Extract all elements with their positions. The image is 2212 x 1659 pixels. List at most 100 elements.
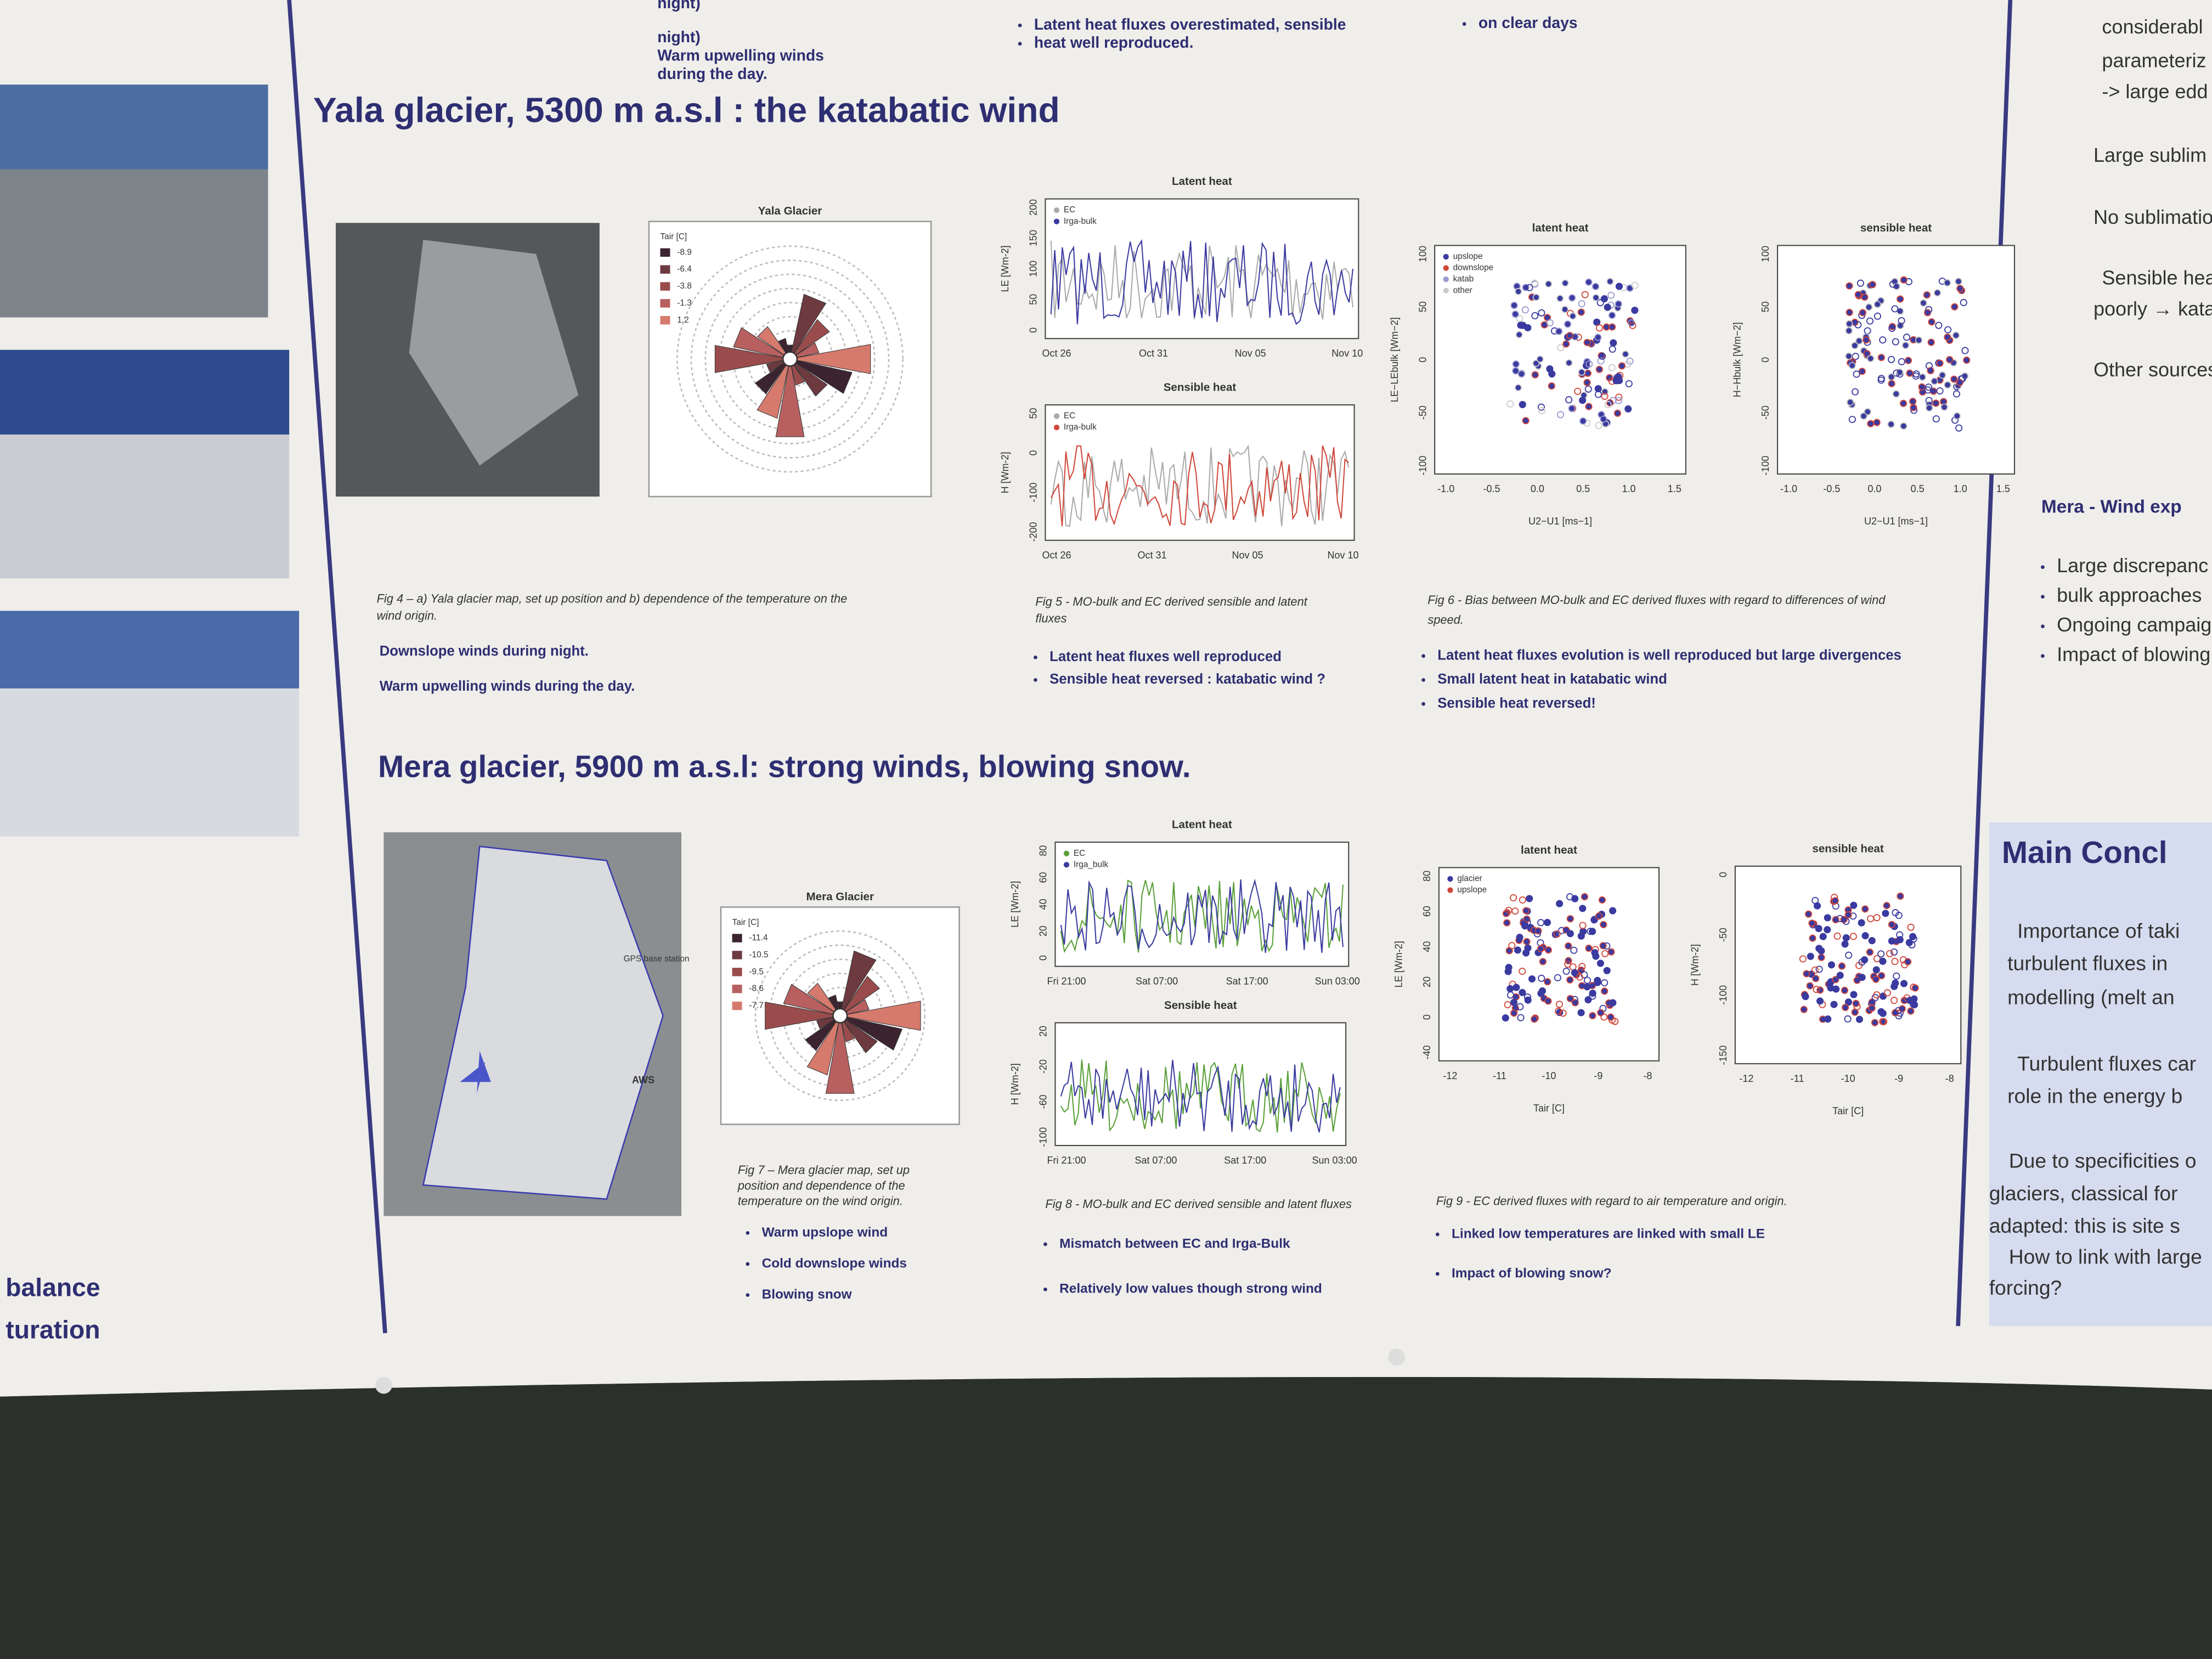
scatter-dot [1944, 334, 1951, 341]
text: 0.5 [1911, 483, 1925, 494]
scatter-dot [1596, 299, 1604, 307]
bullet [1043, 1287, 1047, 1291]
scatter-dot [1886, 950, 1894, 957]
scatter-dot [1811, 966, 1819, 974]
scatter-dot [1543, 918, 1551, 927]
bullet [1421, 678, 1425, 682]
scatter-dot [1629, 321, 1637, 329]
scatter-dot [1537, 403, 1545, 411]
series-line [1060, 879, 1344, 953]
scatter-dot [1531, 1015, 1538, 1023]
scatter-dot [1897, 892, 1904, 900]
scatter-dot [1813, 985, 1820, 994]
text: -10 [1542, 1070, 1556, 1081]
scatter-dot [1906, 996, 1914, 1005]
scatter-dot [1944, 326, 1952, 334]
legend-marker [1053, 218, 1060, 224]
scatter-dot [1600, 921, 1607, 928]
scatter-dot [1883, 902, 1891, 910]
text: -8 [1643, 1070, 1652, 1081]
scatter-dot [1842, 934, 1850, 942]
scatter-dot [1857, 279, 1864, 287]
scatter-dot [1859, 309, 1866, 317]
text: U2−U1 [ms−1] [1864, 516, 1928, 527]
scatter-dot [1858, 919, 1865, 927]
scatter-dot [1615, 373, 1622, 381]
scatter-dot [1566, 976, 1574, 984]
legend-swatch [732, 1001, 742, 1011]
plot-frame [1438, 867, 1660, 1062]
text: Latent heat [1172, 819, 1232, 831]
text: -1.3 [677, 298, 692, 308]
text: 0 [1421, 1014, 1432, 1020]
scatter-dot [1539, 958, 1547, 966]
scatter-dot [1846, 308, 1853, 316]
text: -7.7 [749, 1001, 764, 1011]
text: balance [5, 1273, 100, 1302]
scatter-dot [1594, 979, 1601, 986]
scatter-dot [1888, 373, 1895, 381]
scatter-dot [1893, 972, 1900, 980]
scatter-dot [1807, 952, 1814, 960]
scatter-dot [1521, 922, 1529, 930]
text: Sensible heat reversed : katabatic wind … [1049, 672, 1325, 687]
scatter-dot [1594, 385, 1602, 393]
bullet [746, 1293, 750, 1297]
text: -150 [1718, 1045, 1729, 1065]
text: -50 [1718, 928, 1729, 942]
bullet [1018, 42, 1022, 46]
scatter-dot [1565, 942, 1572, 950]
scatter-dot [1893, 283, 1900, 290]
scatter-dot [1625, 380, 1633, 387]
text: 1.5 [1996, 483, 2010, 494]
legend-marker [1063, 862, 1070, 868]
text: Mismatch between EC and Irga-Bulk [1059, 1236, 1290, 1251]
scatter-dot [1578, 963, 1586, 970]
scatter-dot [1503, 919, 1511, 927]
legend-marker [1053, 425, 1060, 431]
scatter-dot [1953, 390, 1960, 398]
scatter-dot [1514, 384, 1522, 392]
bullet [1043, 1242, 1047, 1246]
legend-marker [1447, 887, 1453, 893]
scatter-dot [1510, 894, 1517, 902]
scatter-dot [1599, 352, 1606, 360]
scatter-dot [1950, 375, 1958, 383]
pin [1388, 1348, 1406, 1366]
legend-swatch [732, 968, 742, 977]
scatter-dot [1608, 312, 1616, 319]
scatter-dot [1832, 916, 1839, 924]
scatter-dot [1562, 340, 1570, 348]
rose-petal [840, 999, 870, 1016]
scatter-dot [1879, 1009, 1887, 1017]
bullet [1435, 1232, 1440, 1237]
text: Fig 7 – Mera glacier map, set up [738, 1163, 910, 1177]
text: latent heat [1521, 844, 1577, 856]
legend-marker [1443, 265, 1449, 271]
scatter-dot [1585, 403, 1593, 410]
scatter-dot [1842, 917, 1850, 925]
scatter-dot [1618, 362, 1626, 370]
scatter-dot [1577, 1009, 1585, 1017]
text: Mera - Wind exp [2041, 497, 2182, 517]
scatter-dot [1963, 356, 1971, 364]
scatter-dot [1506, 985, 1514, 992]
scatter-dot [1608, 364, 1616, 371]
scatter-dot [1615, 300, 1622, 308]
text: Tair [C] [1832, 1105, 1864, 1116]
legend-marker [1063, 850, 1070, 856]
scatter-dot [1933, 289, 1942, 297]
rose-petal [807, 983, 840, 1016]
text: turation [5, 1316, 100, 1344]
scatter-dot [1548, 382, 1555, 390]
scatter-dot [1841, 986, 1848, 994]
text: EC [1064, 411, 1075, 421]
scatter-dot [1594, 391, 1602, 398]
text: glacier [1457, 874, 1482, 883]
scatter-dot [1873, 914, 1881, 922]
text: Fig 5 - MO-bulk and EC derived sensible … [1035, 595, 1307, 608]
text: Sun 03:00 [1312, 1155, 1357, 1166]
scatter-dot [1824, 926, 1831, 934]
scatter-dot [1544, 997, 1552, 1005]
scatter-dot [1869, 281, 1876, 289]
